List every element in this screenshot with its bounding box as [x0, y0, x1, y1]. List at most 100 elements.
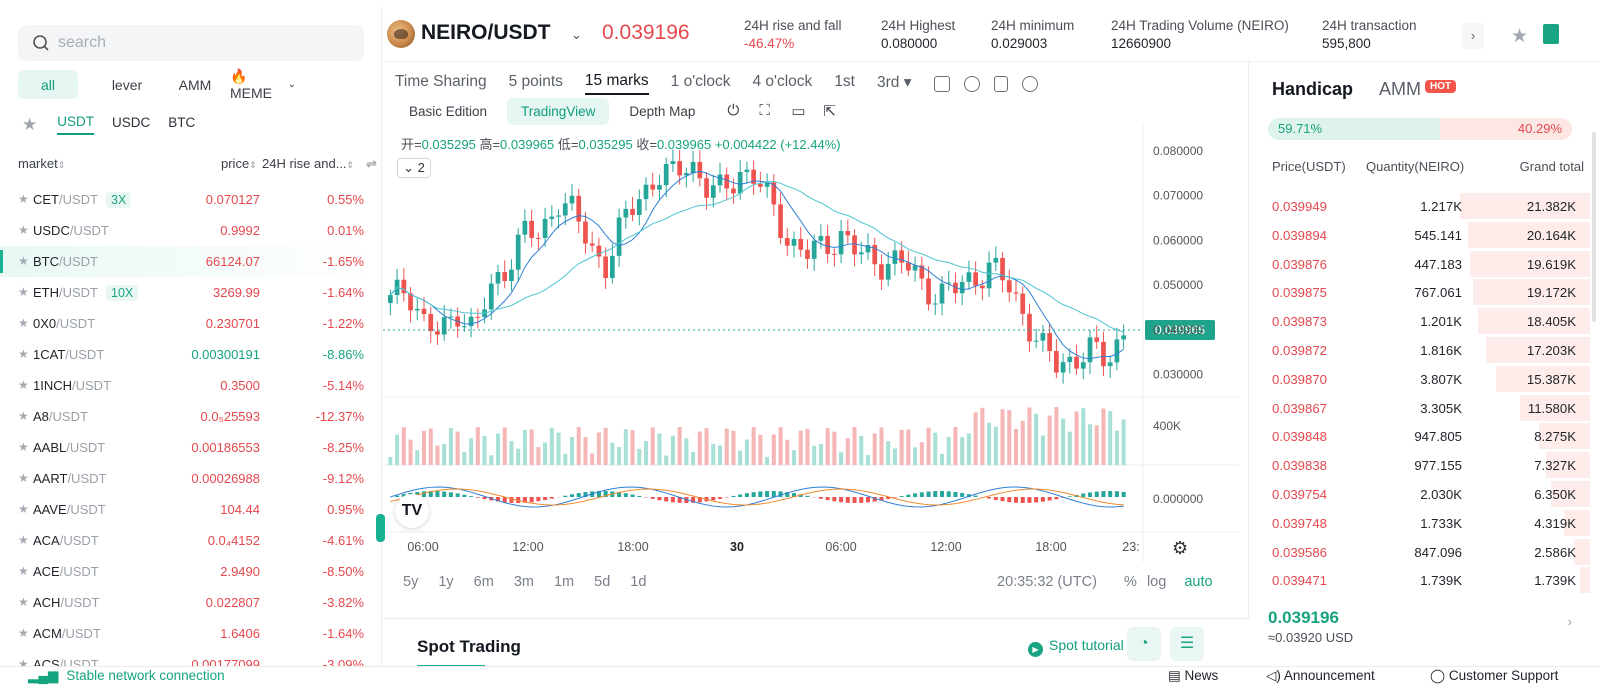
- star-icon[interactable]: ★: [18, 440, 29, 454]
- tab-btc[interactable]: BTC: [168, 115, 196, 130]
- market-row[interactable]: ★ ACM/USDT 1.6406 -1.64%: [0, 618, 380, 649]
- tab-amm[interactable]: AMM: [178, 76, 212, 93]
- ask-row[interactable]: 0.039872 1.816K 17.203K: [1250, 336, 1590, 365]
- tab-basic-edition[interactable]: Basic Edition: [409, 104, 488, 119]
- interval-more[interactable]: 3rd ▾: [877, 73, 912, 91]
- favorites-star-icon[interactable]: ★: [22, 114, 38, 134]
- range-3m[interactable]: 3m: [513, 574, 534, 590]
- add-icon[interactable]: [1021, 75, 1038, 92]
- star-icon[interactable]: ★: [18, 316, 29, 330]
- chevron-down-icon[interactable]: ⌄: [571, 27, 582, 42]
- tab-amm-book[interactable]: AMM: [1379, 79, 1422, 99]
- interval-1h[interactable]: 1 o'clock: [670, 73, 731, 90]
- star-icon[interactable]: ★: [18, 223, 29, 237]
- switch-columns-icon[interactable]: ⇌: [366, 156, 377, 171]
- collapse-sidebar-handle[interactable]: [376, 514, 385, 542]
- col-price[interactable]: price⇕: [221, 156, 257, 171]
- market-row[interactable]: ★ ACS/USDT 0.00177099 -3.09%: [0, 649, 380, 666]
- chart-settings-gear-icon[interactable]: ⚙: [1172, 538, 1189, 558]
- star-icon[interactable]: ★: [18, 657, 29, 666]
- ask-row[interactable]: 0.039876 447.183 19.619K: [1250, 250, 1590, 279]
- tab-handicap[interactable]: Handicap: [1272, 79, 1354, 99]
- refresh-icon[interactable]: ⏻: [727, 101, 740, 119]
- chevron-right-icon[interactable]: ›: [1567, 614, 1572, 629]
- star-icon[interactable]: ★: [18, 502, 29, 516]
- fullscreen-icon[interactable]: ⛶: [759, 101, 770, 119]
- tab-usdt[interactable]: USDT: [57, 114, 94, 135]
- share-icon[interactable]: ⇱: [823, 102, 836, 120]
- chevron-right-icon[interactable]: ›: [1462, 23, 1484, 49]
- market-row[interactable]: ★ AART/USDT 0.00026988 -9.12%: [0, 463, 380, 494]
- star-icon[interactable]: ★: [18, 626, 29, 640]
- search-input[interactable]: search: [18, 25, 364, 61]
- utc-clock[interactable]: 20:35:32 (UTC): [997, 574, 1097, 590]
- star-icon[interactable]: ★: [18, 595, 29, 609]
- tab-meme[interactable]: 🔥MEME ⌄: [230, 68, 296, 101]
- spot-trading-title[interactable]: Spot Trading: [417, 637, 521, 656]
- ask-row[interactable]: 0.039870 3.807K 15.387K: [1250, 365, 1590, 394]
- ask-row[interactable]: 0.039894 545.141 20.164K: [1250, 221, 1590, 250]
- interval-4h[interactable]: 4 o'clock: [752, 73, 813, 90]
- percent-scale-toggle[interactable]: %: [1124, 574, 1137, 590]
- indicator-toggle[interactable]: ⌄ 2: [397, 158, 431, 178]
- star-icon[interactable]: ★: [18, 409, 29, 423]
- candle-style-icon[interactable]: [993, 75, 1008, 92]
- pie-chart-icon[interactable]: ◔: [1127, 627, 1161, 661]
- ask-row[interactable]: 0.039949 1.217K 21.382K: [1250, 192, 1590, 221]
- star-icon[interactable]: ★: [18, 347, 29, 361]
- star-icon[interactable]: ★: [18, 254, 29, 268]
- notebook-icon[interactable]: [1543, 24, 1559, 44]
- market-row[interactable]: ★ 1INCH/USDT 0.3500 -5.14%: [0, 370, 380, 401]
- tab-all[interactable]: all: [18, 70, 78, 99]
- interval-1d[interactable]: 1st: [834, 73, 855, 90]
- indicator-chart-icon[interactable]: [933, 75, 950, 92]
- tab-lever[interactable]: lever: [111, 76, 143, 93]
- range-1d[interactable]: 1d: [630, 574, 647, 590]
- interval-time-sharing[interactable]: Time Sharing: [395, 73, 487, 90]
- log-scale-toggle[interactable]: log: [1146, 574, 1167, 590]
- favorite-star-icon[interactable]: ★: [1511, 26, 1529, 47]
- ask-row[interactable]: 0.039873 1.201K 18.405K: [1250, 307, 1590, 336]
- tab-usdc[interactable]: USDC: [112, 115, 151, 130]
- star-icon[interactable]: ★: [18, 285, 29, 299]
- market-row[interactable]: ★ AAVE/USDT 104.44 0.95%: [0, 494, 380, 525]
- range-1y[interactable]: 1y: [438, 574, 454, 590]
- market-row[interactable]: ★ CET/USDT 3X 0.070127 0.55%: [0, 184, 380, 215]
- ask-row[interactable]: 0.039471 1.739K 1.739K: [1250, 566, 1590, 595]
- market-row[interactable]: ★ AABL/USDT 0.00186553 -8.25%: [0, 432, 380, 463]
- market-row[interactable]: ★ BTC/USDT 66124.07 -1.65%: [0, 246, 380, 277]
- market-row[interactable]: ★ 0X0/USDT 0.230701 -1.22%: [0, 308, 380, 339]
- tab-depth-map[interactable]: Depth Map: [629, 104, 696, 119]
- col-market[interactable]: market⇕: [18, 156, 65, 171]
- ask-row[interactable]: 0.039754 2.030K 6.350K: [1250, 480, 1590, 509]
- interval-5m[interactable]: 5 points: [508, 73, 563, 90]
- market-row[interactable]: ★ ACA/USDT 0.0₄4152 -4.61%: [0, 525, 380, 556]
- ask-row[interactable]: 0.039867 3.305K 11.580K: [1250, 394, 1590, 423]
- star-icon[interactable]: ★: [18, 378, 29, 392]
- interval-15m[interactable]: 15 marks: [584, 72, 649, 95]
- market-row[interactable]: ★ A8/USDT 0.0₅25593 -12.37%: [0, 401, 380, 432]
- candlestick-chart[interactable]: 0.039965 0.080000 0.070000 0.060000 0.050000…: [383, 122, 1239, 562]
- announcement-link[interactable]: ◁) Announcement: [1266, 668, 1375, 684]
- star-icon[interactable]: ★: [18, 192, 29, 206]
- filter-settings-icon[interactable]: ☰: [1170, 627, 1204, 661]
- range-5d[interactable]: 5d: [594, 574, 611, 590]
- ask-row[interactable]: 0.039848 947.805 8.275K: [1250, 422, 1590, 451]
- ask-row[interactable]: 0.039748 1.733K 4.319K: [1250, 509, 1590, 538]
- customer-support-link[interactable]: ◯ Customer Support: [1430, 668, 1558, 684]
- orderbook-scrollbar[interactable]: [1592, 132, 1596, 322]
- settings-icon[interactable]: [963, 75, 980, 92]
- range-1m[interactable]: 1m: [553, 574, 575, 590]
- market-row[interactable]: ★ ACE/USDT 2.9490 -8.50%: [0, 556, 380, 587]
- range-6m[interactable]: 6m: [473, 574, 494, 590]
- star-icon[interactable]: ★: [18, 471, 29, 485]
- spot-tutorial-link[interactable]: ▶ Spot tutorial: [1028, 637, 1124, 657]
- layout-icon[interactable]: ▭: [791, 102, 806, 120]
- news-link[interactable]: ▤ News: [1168, 668, 1218, 684]
- ask-row[interactable]: 0.039838 977.155 7.327K: [1250, 451, 1590, 480]
- ask-row[interactable]: 0.039586 847.096 2.586K: [1250, 538, 1590, 567]
- market-row[interactable]: ★ ACH/USDT 0.022807 -3.82%: [0, 587, 380, 618]
- market-row[interactable]: ★ ETH/USDT 10X 3269.99 -1.64%: [0, 277, 380, 308]
- pair-name[interactable]: NEIRO/USDT: [421, 21, 551, 44]
- col-change[interactable]: 24H rise and...⇕: [262, 156, 354, 171]
